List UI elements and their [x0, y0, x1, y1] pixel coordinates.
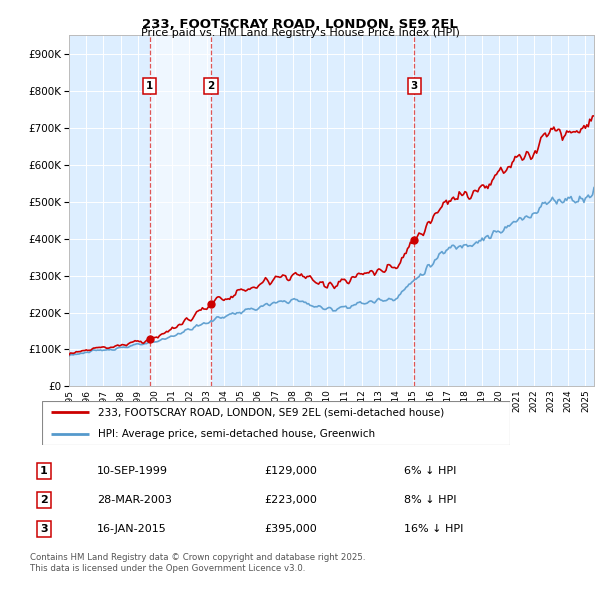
Text: 3: 3 [410, 81, 418, 91]
Text: 16-JAN-2015: 16-JAN-2015 [97, 525, 167, 535]
Text: 6% ↓ HPI: 6% ↓ HPI [404, 466, 456, 476]
Text: £223,000: £223,000 [265, 495, 317, 505]
Text: 1: 1 [40, 466, 48, 476]
Text: 233, FOOTSCRAY ROAD, LONDON, SE9 2EL (semi-detached house): 233, FOOTSCRAY ROAD, LONDON, SE9 2EL (se… [98, 407, 445, 417]
Text: 3: 3 [40, 525, 48, 535]
Text: £129,000: £129,000 [265, 466, 317, 476]
Text: Contains HM Land Registry data © Crown copyright and database right 2025.
This d: Contains HM Land Registry data © Crown c… [30, 553, 365, 573]
Text: 2: 2 [40, 495, 48, 505]
Text: 2: 2 [208, 81, 215, 91]
Text: 8% ↓ HPI: 8% ↓ HPI [404, 495, 457, 505]
Text: HPI: Average price, semi-detached house, Greenwich: HPI: Average price, semi-detached house,… [98, 430, 375, 440]
Text: Price paid vs. HM Land Registry's House Price Index (HPI): Price paid vs. HM Land Registry's House … [140, 28, 460, 38]
Bar [150, 35, 211, 386]
Text: 16% ↓ HPI: 16% ↓ HPI [404, 525, 463, 535]
Text: 233, FOOTSCRAY ROAD, LONDON, SE9 2EL: 233, FOOTSCRAY ROAD, LONDON, SE9 2EL [142, 18, 458, 31]
Text: £395,000: £395,000 [265, 525, 317, 535]
Text: 28-MAR-2003: 28-MAR-2003 [97, 495, 172, 505]
Text: 1: 1 [146, 81, 154, 91]
Text: 10-SEP-1999: 10-SEP-1999 [97, 466, 168, 476]
